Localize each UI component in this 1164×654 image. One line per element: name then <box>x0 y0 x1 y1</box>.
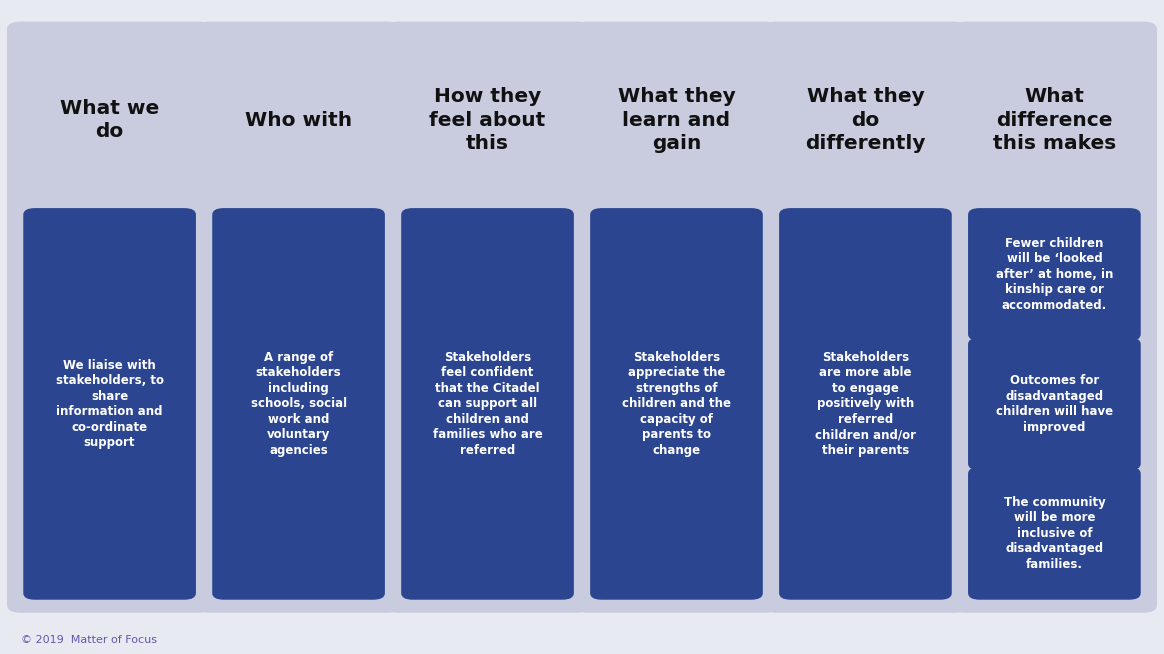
Text: Fewer children
will be ‘looked
after’ at home, in
kinship care or
accommodated.: Fewer children will be ‘looked after’ at… <box>995 237 1113 312</box>
Text: Stakeholders
feel confident
that the Citadel
can support all
children and
famili: Stakeholders feel confident that the Cit… <box>433 351 542 457</box>
FancyBboxPatch shape <box>23 208 196 600</box>
Text: The community
will be more
inclusive of
disadvantaged
families.: The community will be more inclusive of … <box>1003 496 1106 571</box>
FancyBboxPatch shape <box>779 208 952 600</box>
FancyBboxPatch shape <box>385 22 590 613</box>
FancyBboxPatch shape <box>968 208 1141 341</box>
FancyBboxPatch shape <box>968 467 1141 600</box>
FancyBboxPatch shape <box>574 22 779 613</box>
Text: How they
feel about
this: How they feel about this <box>430 87 546 153</box>
Text: A range of
stakeholders
including
schools, social
work and
voluntary
agencies: A range of stakeholders including school… <box>250 351 347 457</box>
Text: Outcomes for
disadvantaged
children will have
improved: Outcomes for disadvantaged children will… <box>996 374 1113 434</box>
FancyBboxPatch shape <box>968 337 1141 470</box>
FancyBboxPatch shape <box>952 22 1157 613</box>
Text: What
difference
this makes: What difference this makes <box>993 87 1116 153</box>
FancyBboxPatch shape <box>590 208 762 600</box>
FancyBboxPatch shape <box>7 22 212 613</box>
FancyBboxPatch shape <box>762 22 968 613</box>
Text: Stakeholders
appreciate the
strengths of
children and the
capacity of
parents to: Stakeholders appreciate the strengths of… <box>622 351 731 457</box>
Text: What we
do: What we do <box>61 99 159 141</box>
FancyBboxPatch shape <box>196 22 402 613</box>
Text: Stakeholders
are more able
to engage
positively with
referred
children and/or
th: Stakeholders are more able to engage pos… <box>815 351 916 457</box>
Text: What they
do
differently: What they do differently <box>805 87 925 153</box>
Text: © 2019  Matter of Focus: © 2019 Matter of Focus <box>21 634 157 645</box>
FancyBboxPatch shape <box>212 208 385 600</box>
Text: Who with: Who with <box>244 111 353 129</box>
FancyBboxPatch shape <box>402 208 574 600</box>
Text: We liaise with
stakeholders, to
share
information and
co-ordinate
support: We liaise with stakeholders, to share in… <box>56 358 164 449</box>
Text: What they
learn and
gain: What they learn and gain <box>618 87 736 153</box>
